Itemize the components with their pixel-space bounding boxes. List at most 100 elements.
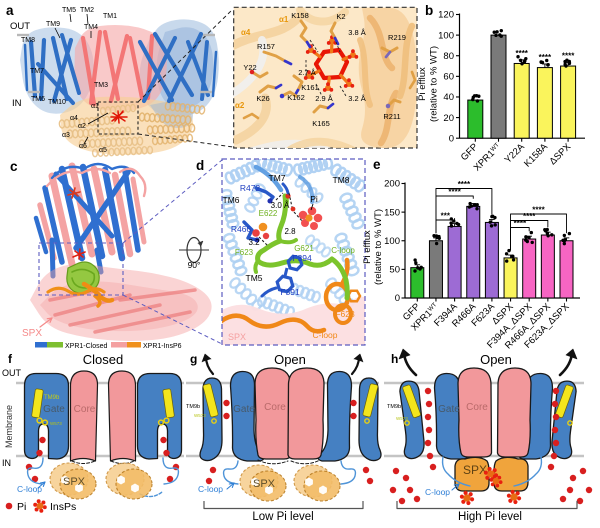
svg-text:Core: Core xyxy=(264,402,286,413)
svg-text:****: **** xyxy=(562,51,575,60)
svg-text:C-loop: C-loop xyxy=(198,484,223,494)
svg-text:F391: F391 xyxy=(280,287,300,297)
svg-text:120: 120 xyxy=(438,10,454,21)
svg-text:a: a xyxy=(6,3,14,18)
svg-text:C-loop: C-loop xyxy=(17,484,42,494)
svg-text:α2: α2 xyxy=(235,101,245,110)
svg-text:C-loop: C-loop xyxy=(425,487,450,497)
svg-text:150: 150 xyxy=(384,207,400,218)
svg-text:C-loop: C-loop xyxy=(312,330,337,340)
svg-text:TM9b: TM9b xyxy=(186,404,200,410)
svg-text:****: **** xyxy=(458,180,471,189)
svg-text:XPR1-InsP6: XPR1-InsP6 xyxy=(143,343,182,350)
svg-text:High Pi level: High Pi level xyxy=(458,511,522,523)
svg-text:SPX: SPX xyxy=(463,463,487,477)
svg-text:Core: Core xyxy=(466,402,488,413)
svg-text:0: 0 xyxy=(395,293,400,304)
svg-text:α4: α4 xyxy=(241,28,251,37)
svg-text:80: 80 xyxy=(443,51,454,62)
svg-text:50: 50 xyxy=(389,265,400,276)
svg-text:0: 0 xyxy=(449,133,454,144)
svg-text:TM5: TM5 xyxy=(246,273,263,283)
svg-text:R466: R466 xyxy=(231,224,252,234)
svg-text:IN: IN xyxy=(12,98,22,109)
svg-text:E622: E622 xyxy=(259,209,278,218)
svg-text:TM9b: TM9b xyxy=(387,404,401,410)
svg-text:R472: R472 xyxy=(240,183,261,193)
svg-text:K165: K165 xyxy=(312,119,330,128)
svg-text:TM1: TM1 xyxy=(103,13,117,20)
svg-text:α6: α6 xyxy=(79,143,87,150)
svg-text:K161: K161 xyxy=(301,83,319,92)
svg-text:R219: R219 xyxy=(388,33,406,42)
svg-text:α2: α2 xyxy=(78,123,86,130)
svg-text:d: d xyxy=(196,158,204,173)
svg-text:W573: W573 xyxy=(396,416,408,421)
svg-text:Y22: Y22 xyxy=(243,63,256,72)
svg-text:SPX: SPX xyxy=(253,478,276,490)
svg-text:Low Pi level: Low Pi level xyxy=(252,511,313,523)
svg-text:InsPs: InsPs xyxy=(50,501,76,513)
svg-text:3.2: 3.2 xyxy=(248,238,260,247)
svg-text:TM8: TM8 xyxy=(333,175,350,185)
svg-text:F623: F623 xyxy=(335,309,355,319)
svg-text:c: c xyxy=(10,159,18,174)
svg-text:XPR1-Closed: XPR1-Closed xyxy=(65,343,108,350)
svg-text:F394: F394 xyxy=(292,253,312,263)
svg-text:W573: W573 xyxy=(50,421,62,426)
svg-text:(relative to % WT): (relative to % WT) xyxy=(373,209,384,285)
svg-text:G621: G621 xyxy=(294,244,314,253)
svg-text:Open: Open xyxy=(480,352,512,367)
svg-text:Closed: Closed xyxy=(83,352,123,367)
svg-text:90°: 90° xyxy=(188,260,201,270)
svg-text:100: 100 xyxy=(384,236,400,247)
svg-text:SPX: SPX xyxy=(228,332,246,342)
svg-text:TM7: TM7 xyxy=(269,173,286,183)
svg-text:R157: R157 xyxy=(257,42,275,51)
svg-text:TM9: TM9 xyxy=(46,21,60,28)
svg-text:****: **** xyxy=(515,49,528,58)
svg-text:Gate: Gate xyxy=(233,404,255,415)
svg-text:40: 40 xyxy=(443,92,454,103)
svg-text:***: *** xyxy=(441,212,451,221)
svg-text:(relative to % WT): (relative to % WT) xyxy=(429,46,440,122)
svg-text:60: 60 xyxy=(443,72,454,83)
svg-text:W573: W573 xyxy=(194,413,206,418)
svg-text:200: 200 xyxy=(384,179,400,190)
svg-text:2.7 Å: 2.7 Å xyxy=(298,68,316,77)
svg-text:TM5: TM5 xyxy=(62,7,76,14)
svg-text:K26: K26 xyxy=(256,94,269,103)
svg-text:b: b xyxy=(425,3,433,18)
svg-text:Open: Open xyxy=(274,352,306,367)
svg-text:TM4: TM4 xyxy=(84,24,98,31)
svg-text:TM9b: TM9b xyxy=(44,395,60,401)
svg-text:TM10: TM10 xyxy=(48,99,66,106)
svg-text:α5: α5 xyxy=(99,147,107,154)
svg-text:20: 20 xyxy=(443,113,454,124)
svg-text:OUT: OUT xyxy=(2,368,22,378)
svg-text:Membrane: Membrane xyxy=(4,405,14,448)
svg-text:Pi: Pi xyxy=(310,194,318,204)
svg-text:TM8: TM8 xyxy=(21,37,35,44)
svg-text:Core: Core xyxy=(74,404,96,415)
svg-text:SPX: SPX xyxy=(22,328,42,339)
svg-text:OUT: OUT xyxy=(10,21,30,32)
svg-text:2.9 Å: 2.9 Å xyxy=(315,94,333,103)
svg-text:α1: α1 xyxy=(279,15,289,24)
svg-text:TM3: TM3 xyxy=(94,82,108,89)
svg-text:K158: K158 xyxy=(291,11,309,20)
svg-text:e: e xyxy=(373,157,381,172)
svg-text:R211: R211 xyxy=(383,112,400,121)
svg-text:Pi efflux: Pi efflux xyxy=(417,67,428,101)
svg-text:3.8 Å: 3.8 Å xyxy=(348,28,366,37)
svg-text:100: 100 xyxy=(438,30,454,41)
svg-text:TM7: TM7 xyxy=(30,68,44,75)
svg-text:α4: α4 xyxy=(70,115,78,122)
svg-text:g: g xyxy=(190,352,197,366)
svg-text:****: **** xyxy=(532,206,545,215)
svg-text:2.8: 2.8 xyxy=(284,227,296,236)
svg-text:F623: F623 xyxy=(235,248,254,257)
svg-text:3.2 Å: 3.2 Å xyxy=(348,94,366,103)
svg-text:K162: K162 xyxy=(287,93,305,102)
svg-text:C-loop: C-loop xyxy=(331,246,355,255)
